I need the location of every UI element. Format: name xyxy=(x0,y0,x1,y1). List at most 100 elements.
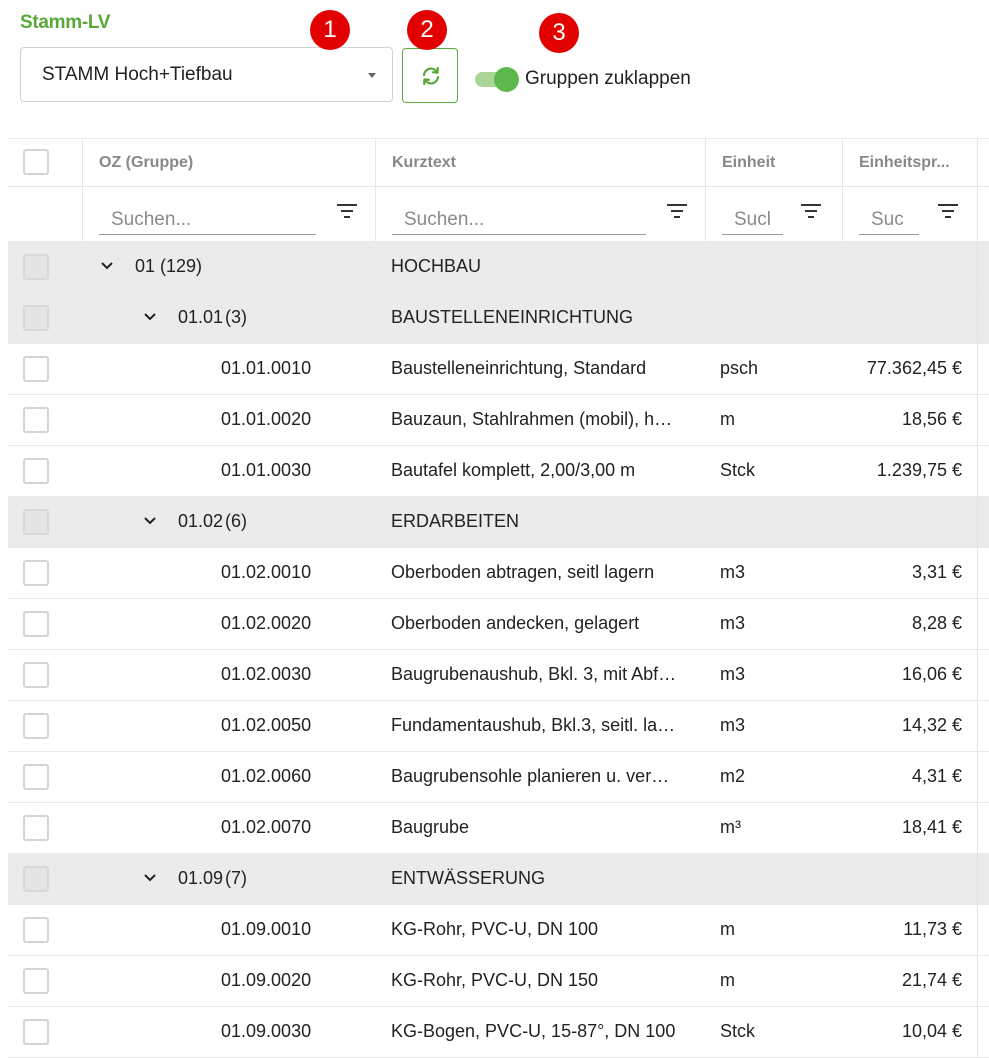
filter-icon[interactable] xyxy=(800,202,822,220)
table-row[interactable]: 01.01.0010 Baustelleneinrichtung, Standar… xyxy=(8,344,989,395)
row-oz: 01.02.0070 xyxy=(221,817,312,837)
group-kurztext: BAUSTELLENEINRICHTUNG xyxy=(391,307,634,327)
row-einheitspreis: 18,56 € xyxy=(901,409,962,429)
table-row[interactable]: 01.02.0020 Oberboden andecken, gelagert m3… xyxy=(8,599,989,650)
column-header-einheit[interactable]: Einheit xyxy=(705,139,842,186)
stamm-lv-select[interactable]: STAMM Hoch+Tiefbau xyxy=(20,47,393,102)
grid-filter-row: Suchen... Suchen... Sucl Suc xyxy=(8,187,989,242)
group-oz: 01 xyxy=(135,256,156,276)
row-einheit: psch xyxy=(720,358,759,378)
table-row[interactable]: 01.09.0020 KG-Rohr, PVC-U, DN 150 m 21,74 € xyxy=(8,956,989,1007)
group-oz: 01.09 xyxy=(178,868,224,888)
filter-input-einheitspreis[interactable]: Suc xyxy=(859,201,919,235)
row-checkbox[interactable] xyxy=(23,305,49,331)
column-divider xyxy=(977,497,978,547)
column-divider xyxy=(977,446,978,496)
filter-input-kurztext[interactable]: Suchen... xyxy=(392,201,646,235)
row-checkbox[interactable] xyxy=(23,764,49,790)
filter-cell-einheitspreis: Suc xyxy=(842,187,977,241)
row-einheit: m³ xyxy=(720,817,741,837)
group-count: (3) xyxy=(225,307,247,327)
filter-input-einheit-placeholder: Sucl xyxy=(734,209,771,230)
column-divider xyxy=(977,650,978,700)
column-divider xyxy=(977,956,978,1006)
chevron-down-icon[interactable] xyxy=(143,312,157,322)
row-einheit: m3 xyxy=(720,562,746,582)
row-checkbox[interactable] xyxy=(23,968,49,994)
refresh-button[interactable] xyxy=(402,48,458,103)
chevron-down-icon[interactable] xyxy=(143,873,157,883)
group-row[interactable]: 01.01 (3) BAUSTELLENEINRICHTUNG xyxy=(8,293,989,344)
row-oz: 01.01.0010 xyxy=(221,358,312,378)
row-oz: 01.09.0020 xyxy=(221,970,312,990)
row-checkbox[interactable] xyxy=(23,713,49,739)
row-checkbox[interactable] xyxy=(23,866,49,892)
row-einheitspreis: 11,73 € xyxy=(903,919,962,939)
group-count: (7) xyxy=(225,868,247,888)
column-header-kurztext[interactable]: Kurztext xyxy=(375,139,705,186)
group-kurztext: ENTWÄSSERUNG xyxy=(391,868,546,888)
row-checkbox[interactable] xyxy=(23,560,49,586)
row-checkbox[interactable] xyxy=(23,662,49,688)
chevron-down-icon[interactable] xyxy=(143,516,157,526)
row-checkbox[interactable] xyxy=(23,509,49,535)
select-all-checkbox[interactable] xyxy=(23,149,49,175)
column-divider xyxy=(977,854,978,904)
group-oz: 01.01 xyxy=(178,307,224,327)
column-header-kurztext-label: Kurztext xyxy=(392,154,457,171)
row-kurztext: Baustelleneinrichtung, Standard xyxy=(391,358,647,378)
group-row[interactable]: 01.02 (6) ERDARBEITEN xyxy=(8,497,989,548)
table-row[interactable]: 01.02.0070 Baugrube m³ 18,41 € xyxy=(8,803,989,854)
grid-header-row: OZ (Gruppe) Kurztext Einheit Einheitspr.… xyxy=(8,138,989,187)
filter-input-oz[interactable]: Suchen... xyxy=(99,201,316,235)
group-row[interactable]: 01 (129) HOCHBAU xyxy=(8,242,989,293)
group-kurztext: HOCHBAU xyxy=(391,256,482,276)
row-checkbox[interactable] xyxy=(23,458,49,484)
row-checkbox[interactable] xyxy=(23,254,49,280)
row-oz: 01.02.0030 xyxy=(221,664,312,684)
filter-icon[interactable] xyxy=(666,202,688,220)
table-row[interactable]: 01.01.0020 Bauzaun, Stahlrahmen (mobil), … xyxy=(8,395,989,446)
row-checkbox[interactable] xyxy=(23,917,49,943)
row-checkbox[interactable] xyxy=(23,1019,49,1045)
group-oz: 01.02 xyxy=(178,511,224,531)
collapse-groups-toggle[interactable] xyxy=(475,66,520,92)
row-checkbox[interactable] xyxy=(23,611,49,637)
column-header-oz[interactable]: OZ (Gruppe) xyxy=(82,139,375,186)
row-checkbox[interactable] xyxy=(23,815,49,841)
table-row[interactable]: 01.02.0030 Baugrubenaushub, Bkl. 3, mit A… xyxy=(8,650,989,701)
table-row[interactable]: 01.02.0010 Oberboden abtragen, seitl lage… xyxy=(8,548,989,599)
row-einheitspreis: 1.239,75 € xyxy=(876,460,962,480)
filter-icon[interactable] xyxy=(336,202,358,220)
row-oz: 01.01.0020 xyxy=(221,409,312,429)
annotation-badge-3: 3 xyxy=(539,13,579,53)
group-count: (6) xyxy=(225,511,247,531)
grid-body: 01 (129) HOCHBAU 01.01 (3) BAUSTELLENEINRICHT… xyxy=(8,242,989,1058)
group-kurztext: ERDARBEITEN xyxy=(391,511,520,531)
row-oz: 01.02.0060 xyxy=(221,766,312,786)
data-grid: OZ (Gruppe) Kurztext Einheit Einheitspr.… xyxy=(8,138,989,1058)
row-checkbox[interactable] xyxy=(23,407,49,433)
row-oz: 01.02.0050 xyxy=(221,715,312,735)
row-kurztext: Oberboden abtragen, seitl lagern xyxy=(391,562,655,582)
row-einheit: m xyxy=(720,970,735,990)
filter-cell-oz: Suchen... xyxy=(82,187,375,241)
table-row[interactable]: 01.09.0010 KG-Rohr, PVC-U, DN 100 m 11,73 € xyxy=(8,905,989,956)
filter-input-einheit[interactable]: Sucl xyxy=(722,201,783,235)
group-row[interactable]: 01.09 (7) ENTWÄSSERUNG xyxy=(8,854,989,905)
row-oz: 01.09.0010 xyxy=(221,919,312,939)
row-einheitspreis: 10,04 € xyxy=(901,1021,962,1041)
table-row[interactable]: 01.01.0030 Bautafel komplett, 2,00/3,00 m… xyxy=(8,446,989,497)
row-kurztext: KG-Rohr, PVC-U, DN 100 xyxy=(391,919,599,939)
column-header-oz-label: OZ (Gruppe) xyxy=(99,154,194,171)
row-checkbox[interactable] xyxy=(23,356,49,382)
row-oz: 01.02.0010 xyxy=(221,562,312,582)
filter-input-oz-placeholder: Suchen... xyxy=(111,209,192,230)
chevron-down-icon[interactable] xyxy=(100,261,114,271)
column-header-einheitspreis[interactable]: Einheitspr... xyxy=(842,139,977,186)
table-row[interactable]: 01.09.0030 KG-Bogen, PVC-U, 15-87°, DN 10… xyxy=(8,1007,989,1058)
row-oz: 01.01.0030 xyxy=(221,460,312,480)
table-row[interactable]: 01.02.0050 Fundamentaushub, Bkl.3, seitl.… xyxy=(8,701,989,752)
filter-icon[interactable] xyxy=(937,202,959,220)
table-row[interactable]: 01.02.0060 Baugrubensohle planieren u. ve… xyxy=(8,752,989,803)
